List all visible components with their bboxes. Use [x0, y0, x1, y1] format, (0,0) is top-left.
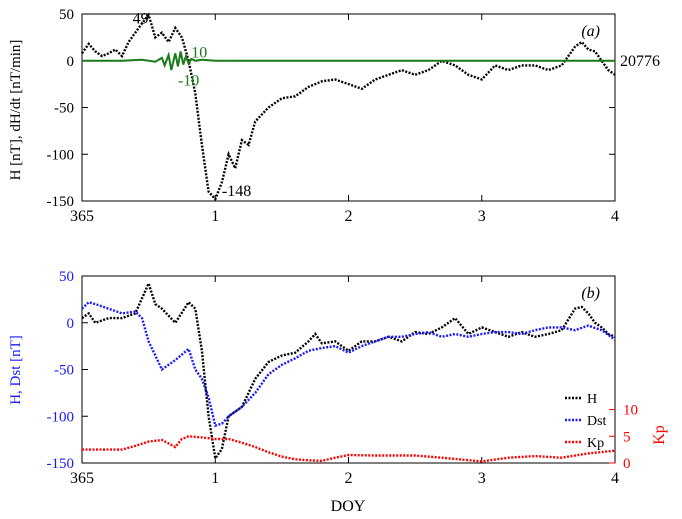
- x-tick-label: 365: [70, 208, 94, 225]
- legend-label: Dst: [587, 414, 607, 429]
- series-line-dh-dt: [82, 51, 615, 71]
- series-line-h: [81, 280, 616, 462]
- y-tick-label: 0: [67, 54, 75, 70]
- y2-tick-label: 10: [623, 403, 638, 419]
- annotation-label: -10: [178, 72, 199, 89]
- y-tick-label: -50: [54, 363, 74, 379]
- panel-b-ylabel-right: Kp: [651, 425, 668, 445]
- panel-b-ylabel: H, Dst [nT]: [8, 335, 24, 405]
- annotation-label: 10: [191, 44, 207, 61]
- x-tick-label: 4: [611, 208, 619, 225]
- y2-tick-label: 5: [623, 429, 631, 445]
- panel-a-frame: [81, 13, 616, 202]
- y-tick-label: 50: [59, 269, 74, 285]
- y-tick-label: -150: [47, 456, 75, 472]
- annotation-label: 20776: [620, 53, 660, 70]
- annotation-label: 49: [133, 11, 149, 28]
- panel-a-ylabel: H [nT], dH/dt [nT/min]: [8, 40, 24, 181]
- legend-label: Kp: [587, 436, 604, 451]
- panel-a-label: (a): [581, 23, 600, 40]
- panel-b-xlabel: DOY: [331, 498, 366, 515]
- x-tick-label: 4: [611, 470, 619, 487]
- y-tick-label: 50: [59, 7, 74, 23]
- series-line-dst: [81, 300, 616, 428]
- y-tick-label: -100: [47, 147, 75, 163]
- x-tick-label: 3: [478, 470, 486, 487]
- series-line-kp: [82, 435, 616, 463]
- x-tick-label: 2: [345, 208, 353, 225]
- panel-a: H [nT], dH/dt [nT/min] (a) 365 1 2 3 4 50 0 -50…: [8, 7, 660, 225]
- series-line-h: [81, 12, 616, 202]
- x-tick-label: 2: [345, 470, 353, 487]
- panel-b-label: (b): [581, 285, 600, 302]
- x-tick-label: 1: [211, 470, 219, 487]
- y-tick-label: -150: [47, 194, 75, 210]
- x-tick-label: 3: [478, 208, 486, 225]
- panel-a-series: [81, 12, 616, 202]
- panel-a-ticks: 365 1 2 3 4 50 0 -50 -100 -150: [47, 7, 620, 225]
- annotation-label: -148: [222, 183, 251, 200]
- panel-b: H, Dst [nT] Kp (b) DOY 365 1 2 3 4500-50-100…: [8, 269, 668, 515]
- legend-label: H: [587, 392, 597, 407]
- y-tick-label: -50: [54, 101, 74, 117]
- panel-b-legend: H Dst Kp: [565, 392, 607, 451]
- y-tick-label: -100: [47, 409, 75, 425]
- x-tick-label: 1: [211, 208, 219, 225]
- y-tick-label: 0: [67, 316, 75, 332]
- panel-a-annotations: 49 -148 10 -10 20776: [133, 11, 660, 200]
- y2-tick-label: 0: [623, 456, 631, 472]
- panel-b-series: [81, 280, 616, 463]
- x-tick-label: 365: [70, 470, 94, 487]
